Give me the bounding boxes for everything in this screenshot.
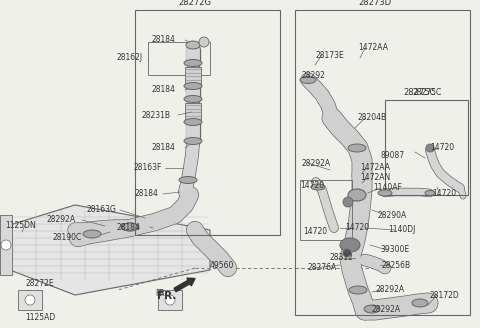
Circle shape	[426, 144, 434, 152]
Bar	[185, 67, 201, 85]
Circle shape	[1, 240, 11, 250]
Ellipse shape	[348, 144, 366, 152]
Text: 1472AA: 1472AA	[360, 163, 390, 173]
Text: 1125DN: 1125DN	[5, 220, 36, 230]
Ellipse shape	[83, 230, 101, 238]
Text: 14720: 14720	[432, 189, 456, 197]
Bar	[135, 10, 280, 235]
Text: 14720: 14720	[300, 180, 324, 190]
Text: 28292A: 28292A	[372, 305, 401, 315]
Bar	[185, 103, 201, 121]
Ellipse shape	[425, 191, 435, 195]
Text: 28256B: 28256B	[382, 260, 411, 270]
Text: 28275C: 28275C	[412, 88, 442, 97]
Ellipse shape	[412, 299, 428, 307]
Ellipse shape	[122, 223, 138, 231]
Ellipse shape	[348, 189, 366, 201]
Text: 14720: 14720	[430, 144, 454, 153]
Circle shape	[25, 295, 35, 305]
Bar	[148, 42, 210, 75]
Ellipse shape	[349, 286, 367, 294]
Text: 28290A: 28290A	[378, 211, 407, 219]
Ellipse shape	[184, 95, 202, 102]
Ellipse shape	[364, 305, 380, 313]
FancyArrow shape	[174, 278, 195, 292]
Text: 1472AN: 1472AN	[360, 174, 390, 182]
Text: 28163G: 28163G	[86, 206, 116, 215]
Text: 89087: 89087	[381, 151, 405, 159]
Text: 28292A: 28292A	[302, 158, 331, 168]
Text: 28172D: 28172D	[430, 291, 460, 299]
Circle shape	[165, 295, 175, 305]
Ellipse shape	[121, 223, 139, 231]
Bar	[0, 215, 12, 275]
Bar	[385, 100, 468, 195]
Bar	[295, 10, 470, 315]
Text: 39300E: 39300E	[380, 245, 409, 255]
Text: 28292: 28292	[301, 71, 325, 79]
Circle shape	[343, 197, 353, 207]
Text: 28292A: 28292A	[375, 285, 404, 295]
Text: 28312: 28312	[330, 254, 354, 262]
Text: 14720: 14720	[345, 223, 369, 233]
Text: 1140AF: 1140AF	[373, 183, 402, 193]
Ellipse shape	[300, 76, 316, 84]
Text: 28184: 28184	[151, 144, 175, 153]
Bar	[158, 290, 182, 310]
Ellipse shape	[184, 118, 202, 126]
Bar	[300, 180, 352, 240]
Bar	[18, 290, 42, 310]
Text: 28173E: 28173E	[316, 51, 345, 59]
Text: 28184: 28184	[134, 190, 158, 198]
Text: FR.: FR.	[155, 289, 167, 297]
Text: 14720: 14720	[303, 228, 327, 236]
Ellipse shape	[184, 83, 202, 90]
Text: 28292A: 28292A	[47, 215, 76, 224]
Polygon shape	[10, 205, 210, 295]
Text: 28184: 28184	[116, 222, 140, 232]
Text: 1140DJ: 1140DJ	[388, 226, 415, 235]
Circle shape	[199, 37, 209, 47]
Text: 28275C: 28275C	[404, 88, 436, 97]
Ellipse shape	[184, 59, 202, 67]
Text: 49560: 49560	[210, 260, 234, 270]
Text: 1125AD: 1125AD	[25, 314, 55, 322]
Text: 28162J: 28162J	[117, 52, 143, 62]
Text: 28276A: 28276A	[307, 263, 336, 273]
Text: FR.: FR.	[157, 291, 176, 301]
Text: 1472AA: 1472AA	[358, 44, 388, 52]
Text: 28204B: 28204B	[358, 113, 387, 122]
Ellipse shape	[184, 137, 202, 145]
Ellipse shape	[340, 238, 360, 252]
Text: 28231B: 28231B	[141, 111, 170, 119]
Ellipse shape	[378, 190, 392, 196]
Text: 28190C: 28190C	[53, 234, 82, 242]
Text: 28272G: 28272G	[179, 0, 212, 7]
Text: 28163F: 28163F	[133, 163, 162, 173]
Ellipse shape	[179, 176, 197, 183]
Text: 28272E: 28272E	[26, 279, 54, 289]
Text: 28184: 28184	[151, 35, 175, 45]
Circle shape	[343, 249, 351, 257]
Ellipse shape	[311, 184, 325, 190]
Text: 28184: 28184	[151, 86, 175, 94]
Ellipse shape	[186, 41, 200, 49]
Text: 28273D: 28273D	[359, 0, 392, 7]
